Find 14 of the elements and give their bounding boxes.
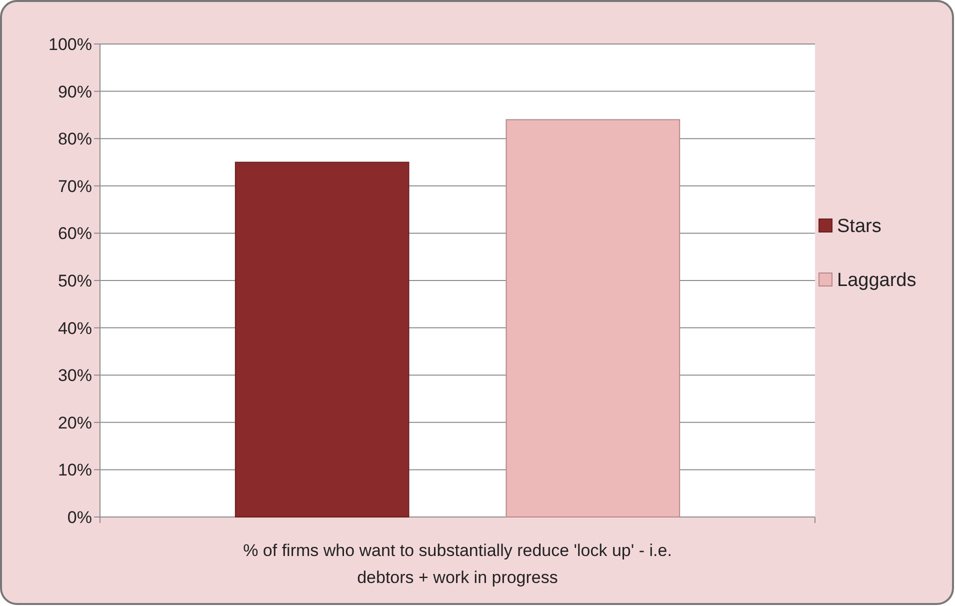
y-tick-label: 0%: [67, 508, 92, 527]
y-tick-label: 20%: [58, 413, 92, 432]
legend-label: Laggards: [837, 270, 916, 292]
y-tick-label: 50%: [58, 271, 92, 290]
y-tick-label: 60%: [58, 224, 92, 244]
legend-label: Stars: [837, 216, 882, 238]
y-tick-label: 10%: [58, 460, 92, 480]
y-tick-label: 70%: [58, 176, 92, 196]
y-tick-label: 100%: [48, 34, 92, 54]
y-tick-label: 30%: [58, 366, 92, 386]
y-tick-label: 40%: [58, 318, 92, 338]
x-tick-label: % of firms who want to substantially reduce 'lock up' - i.e. debtors + work in progress: [243, 541, 672, 587]
y-tick-label: 80%: [58, 130, 92, 149]
y-tick-label: 90%: [58, 82, 92, 102]
